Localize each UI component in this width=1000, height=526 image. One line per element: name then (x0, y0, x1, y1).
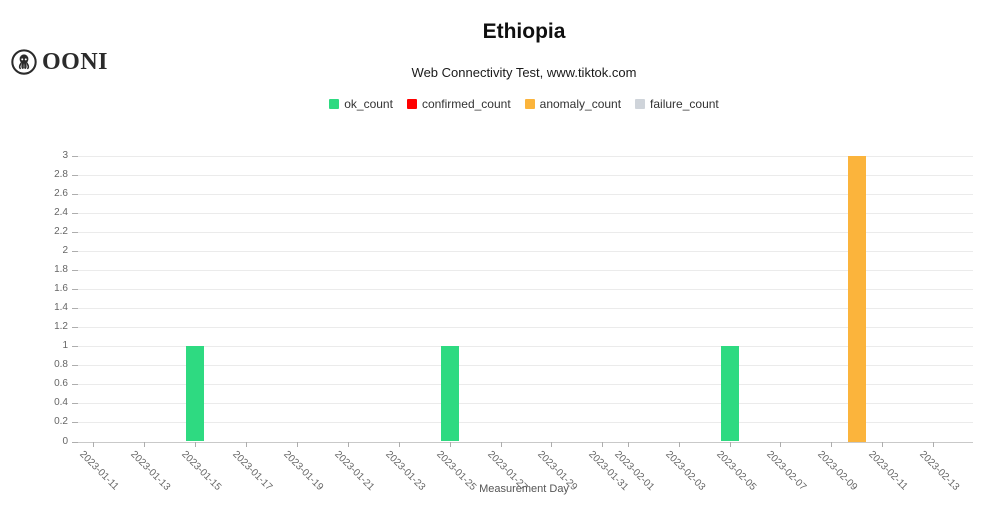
x-tick (347, 442, 349, 447)
y-gridline (78, 346, 973, 348)
legend-swatch-failure_count (635, 99, 646, 109)
y-gridline (78, 156, 973, 157)
y-tick-label: 2.4 (54, 207, 68, 219)
bar-ok_count-2023-01-15[interactable] (186, 346, 205, 442)
y-gridline (78, 232, 973, 234)
y-gridline (78, 308, 973, 310)
legend-swatch-ok_count (329, 99, 340, 109)
x-tick (296, 442, 298, 447)
y-tick (72, 384, 78, 386)
x-tick (195, 442, 197, 447)
x-tick (144, 442, 146, 447)
legend-swatch-confirmed_count (406, 99, 417, 109)
chart-legend: ok_count confirmed_count anomaly_count fail… (75, 97, 973, 111)
legend-label-ok_count: ok_count (344, 97, 393, 111)
chart-header: Ethiopia Web Connectivity Test, www.tikt… (75, 0, 973, 111)
x-tick (449, 442, 451, 447)
y-tick (72, 327, 78, 329)
y-tick (72, 156, 78, 157)
legend-item-anomaly_count[interactable]: anomaly_count (524, 97, 622, 111)
y-tick (72, 365, 78, 367)
y-tick (72, 289, 78, 291)
bar-ok_count-2023-02-05[interactable] (720, 346, 739, 442)
y-tick-label: 1.2 (54, 321, 68, 333)
y-tick-label: 2.6 (54, 188, 68, 200)
x-axis-title: Measurement Day (479, 483, 569, 495)
y-tick-label: 1.8 (54, 264, 68, 276)
ooni-logo: OONI (10, 48, 108, 76)
y-tick-label: 0.4 (54, 397, 68, 409)
x-tick (246, 442, 247, 447)
x-tick (678, 442, 680, 447)
y-gridline (78, 403, 973, 405)
y-tick (72, 270, 78, 272)
x-tick (729, 442, 731, 447)
y-gridline (78, 422, 973, 424)
chart-subtitle: Web Connectivity Test, www.tiktok.com (411, 65, 637, 80)
y-tick-label: 0.6 (54, 378, 68, 390)
y-gridline (78, 175, 973, 177)
x-tick (602, 442, 604, 447)
y-tick-label: 0.2 (54, 416, 68, 428)
chart-title: Ethiopia (482, 20, 566, 43)
y-gridline (78, 384, 973, 386)
x-tick (551, 442, 553, 447)
y-tick-label: 2.8 (54, 169, 68, 181)
legend-item-failure_count[interactable]: failure_count (635, 97, 719, 111)
y-tick-label: 1.4 (54, 302, 68, 314)
y-tick (72, 175, 78, 177)
y-tick (72, 194, 78, 196)
y-tick (72, 441, 78, 443)
x-tick (398, 442, 400, 447)
y-tick-label: 0.8 (54, 359, 68, 371)
y-tick (72, 422, 78, 424)
y-tick-label: 0 (62, 435, 68, 447)
legend-label-anomaly_count: anomaly_count (539, 97, 622, 111)
y-tick-label: 3 (62, 150, 68, 161)
y-gridline (78, 289, 973, 291)
legend-label-confirmed_count: confirmed_count (421, 97, 511, 111)
x-tick (627, 442, 629, 447)
x-tick (933, 442, 935, 447)
x-tick (93, 442, 95, 447)
y-gridline (78, 270, 973, 272)
y-tick (72, 213, 78, 215)
y-tick (72, 251, 78, 253)
ooni-logo-text: OONI (42, 48, 109, 75)
y-gridline (78, 327, 973, 329)
y-gridline (78, 213, 973, 215)
legend-item-ok_count[interactable]: ok_count (329, 97, 393, 111)
legend-swatch-anomaly_count (524, 99, 535, 109)
y-gridline (78, 194, 973, 196)
y-tick (72, 308, 78, 310)
legend-item-confirmed_count[interactable]: confirmed_count (406, 97, 511, 111)
y-tick-label: 1 (62, 340, 68, 352)
x-tick (500, 442, 502, 447)
y-tick-label: 2 (62, 245, 68, 257)
y-gridline (78, 365, 973, 367)
x-tick (882, 442, 884, 447)
ooni-logo-icon (10, 48, 38, 76)
y-axis-baseline (75, 441, 973, 443)
y-tick-label: 1.6 (54, 283, 68, 295)
bar-ok_count-2023-01-25[interactable] (440, 346, 459, 442)
y-tick (72, 346, 78, 348)
y-tick (72, 232, 78, 234)
y-gridline (78, 251, 973, 253)
x-tick (831, 442, 833, 447)
bar-anomaly_count-2023-02-10[interactable] (847, 156, 866, 442)
y-tick (72, 403, 78, 405)
y-tick-label: 2.2 (54, 226, 68, 238)
x-tick (780, 442, 782, 447)
legend-label-failure_count: failure_count (650, 97, 719, 111)
